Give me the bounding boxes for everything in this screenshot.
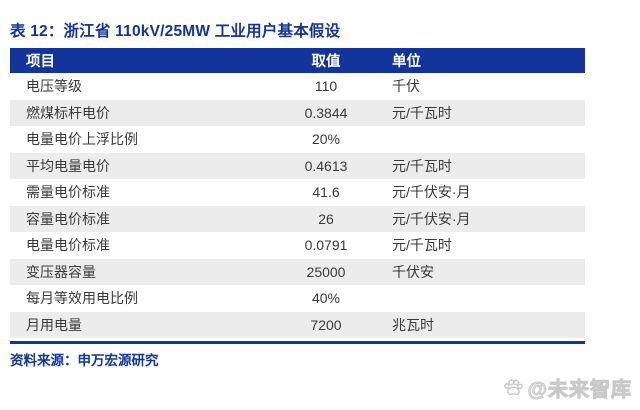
- table-row: 电量电价标准 0.0791 元/千瓦时: [10, 232, 585, 259]
- item-cell: 容量电价标准: [26, 210, 110, 227]
- table-row: 燃煤标杆电价 0.3844 元/千瓦时: [10, 99, 585, 126]
- item-cell: 每月等效用电比例: [26, 290, 138, 307]
- watermark-text: @未来智库: [527, 379, 632, 402]
- item-cell: 燃煤标杆电价: [26, 104, 110, 121]
- watermark: @未来智库: [502, 373, 632, 402]
- value-cell: 40%: [311, 290, 341, 307]
- unit-cell: 元/千伏安·月: [392, 210, 471, 227]
- value-cell: 0.0791: [304, 237, 348, 254]
- header-cell-value: 取值: [311, 54, 341, 70]
- table-row: 电量电价上浮比例 20%: [10, 126, 585, 153]
- header-cell-item: 项目: [26, 54, 55, 70]
- unit-cell: 元/千伏安·月: [392, 184, 471, 201]
- item-cell: 电量电价上浮比例: [26, 131, 138, 148]
- item-cell: 月用电量: [26, 316, 82, 333]
- table-body: 电压等级 110 千伏 燃煤标杆电价 0.3844 元/千瓦时 电量电价上浮比例…: [10, 73, 585, 338]
- unit-cell: 元/千瓦时: [392, 237, 452, 254]
- table-title: 表 12：浙江省 110kV/25MW 工业用户基本假设: [10, 23, 341, 40]
- value-cell: 0.3844: [304, 104, 348, 121]
- paw-logo-icon: [504, 378, 524, 395]
- item-cell: 变压器容量: [26, 263, 96, 280]
- source-note: 资料来源：申万宏源研究: [10, 353, 159, 368]
- assumptions-table: 项目 取值 单位 电压等级 110 千伏 燃煤标杆电价 0.3844 元/千瓦时…: [10, 48, 585, 338]
- item-cell: 电压等级: [26, 78, 82, 95]
- item-cell: 需量电价标准: [26, 184, 110, 201]
- table-row: 需量电价标准 41.6 元/千伏安·月: [10, 179, 585, 206]
- value-cell: 7200: [310, 316, 342, 333]
- table-row: 变压器容量 25000 千伏安: [10, 258, 585, 285]
- header-cell-unit: 单位: [392, 54, 421, 70]
- unit-cell: 兆瓦时: [392, 316, 434, 333]
- table-row: 电压等级 110 千伏: [10, 73, 585, 100]
- item-cell: 平均电量电价: [26, 157, 110, 174]
- unit-cell: 元/千瓦时: [392, 157, 452, 174]
- unit-cell: 千伏: [392, 78, 420, 95]
- value-cell: 20%: [311, 131, 341, 148]
- table-row: 每月等效用电比例 40%: [10, 285, 585, 312]
- unit-cell: 元/千瓦时: [392, 104, 452, 121]
- table-row: 月用电量 7200 兆瓦时: [10, 311, 585, 338]
- table-row: 平均电量电价 0.4613 元/千瓦时: [10, 152, 585, 179]
- unit-cell: 千伏安: [392, 263, 434, 280]
- value-cell: 26: [318, 210, 334, 227]
- table-bottom-rule: [10, 341, 585, 344]
- value-cell: 41.6: [312, 184, 340, 201]
- table-header-row: 项目 取值 单位: [10, 48, 585, 73]
- value-cell: 0.4613: [304, 157, 348, 174]
- value-cell: 110: [314, 78, 338, 95]
- table-row: 容量电价标准 26 元/千伏安·月: [10, 205, 585, 232]
- item-cell: 电量电价标准: [26, 237, 110, 254]
- value-cell: 25000: [306, 263, 346, 280]
